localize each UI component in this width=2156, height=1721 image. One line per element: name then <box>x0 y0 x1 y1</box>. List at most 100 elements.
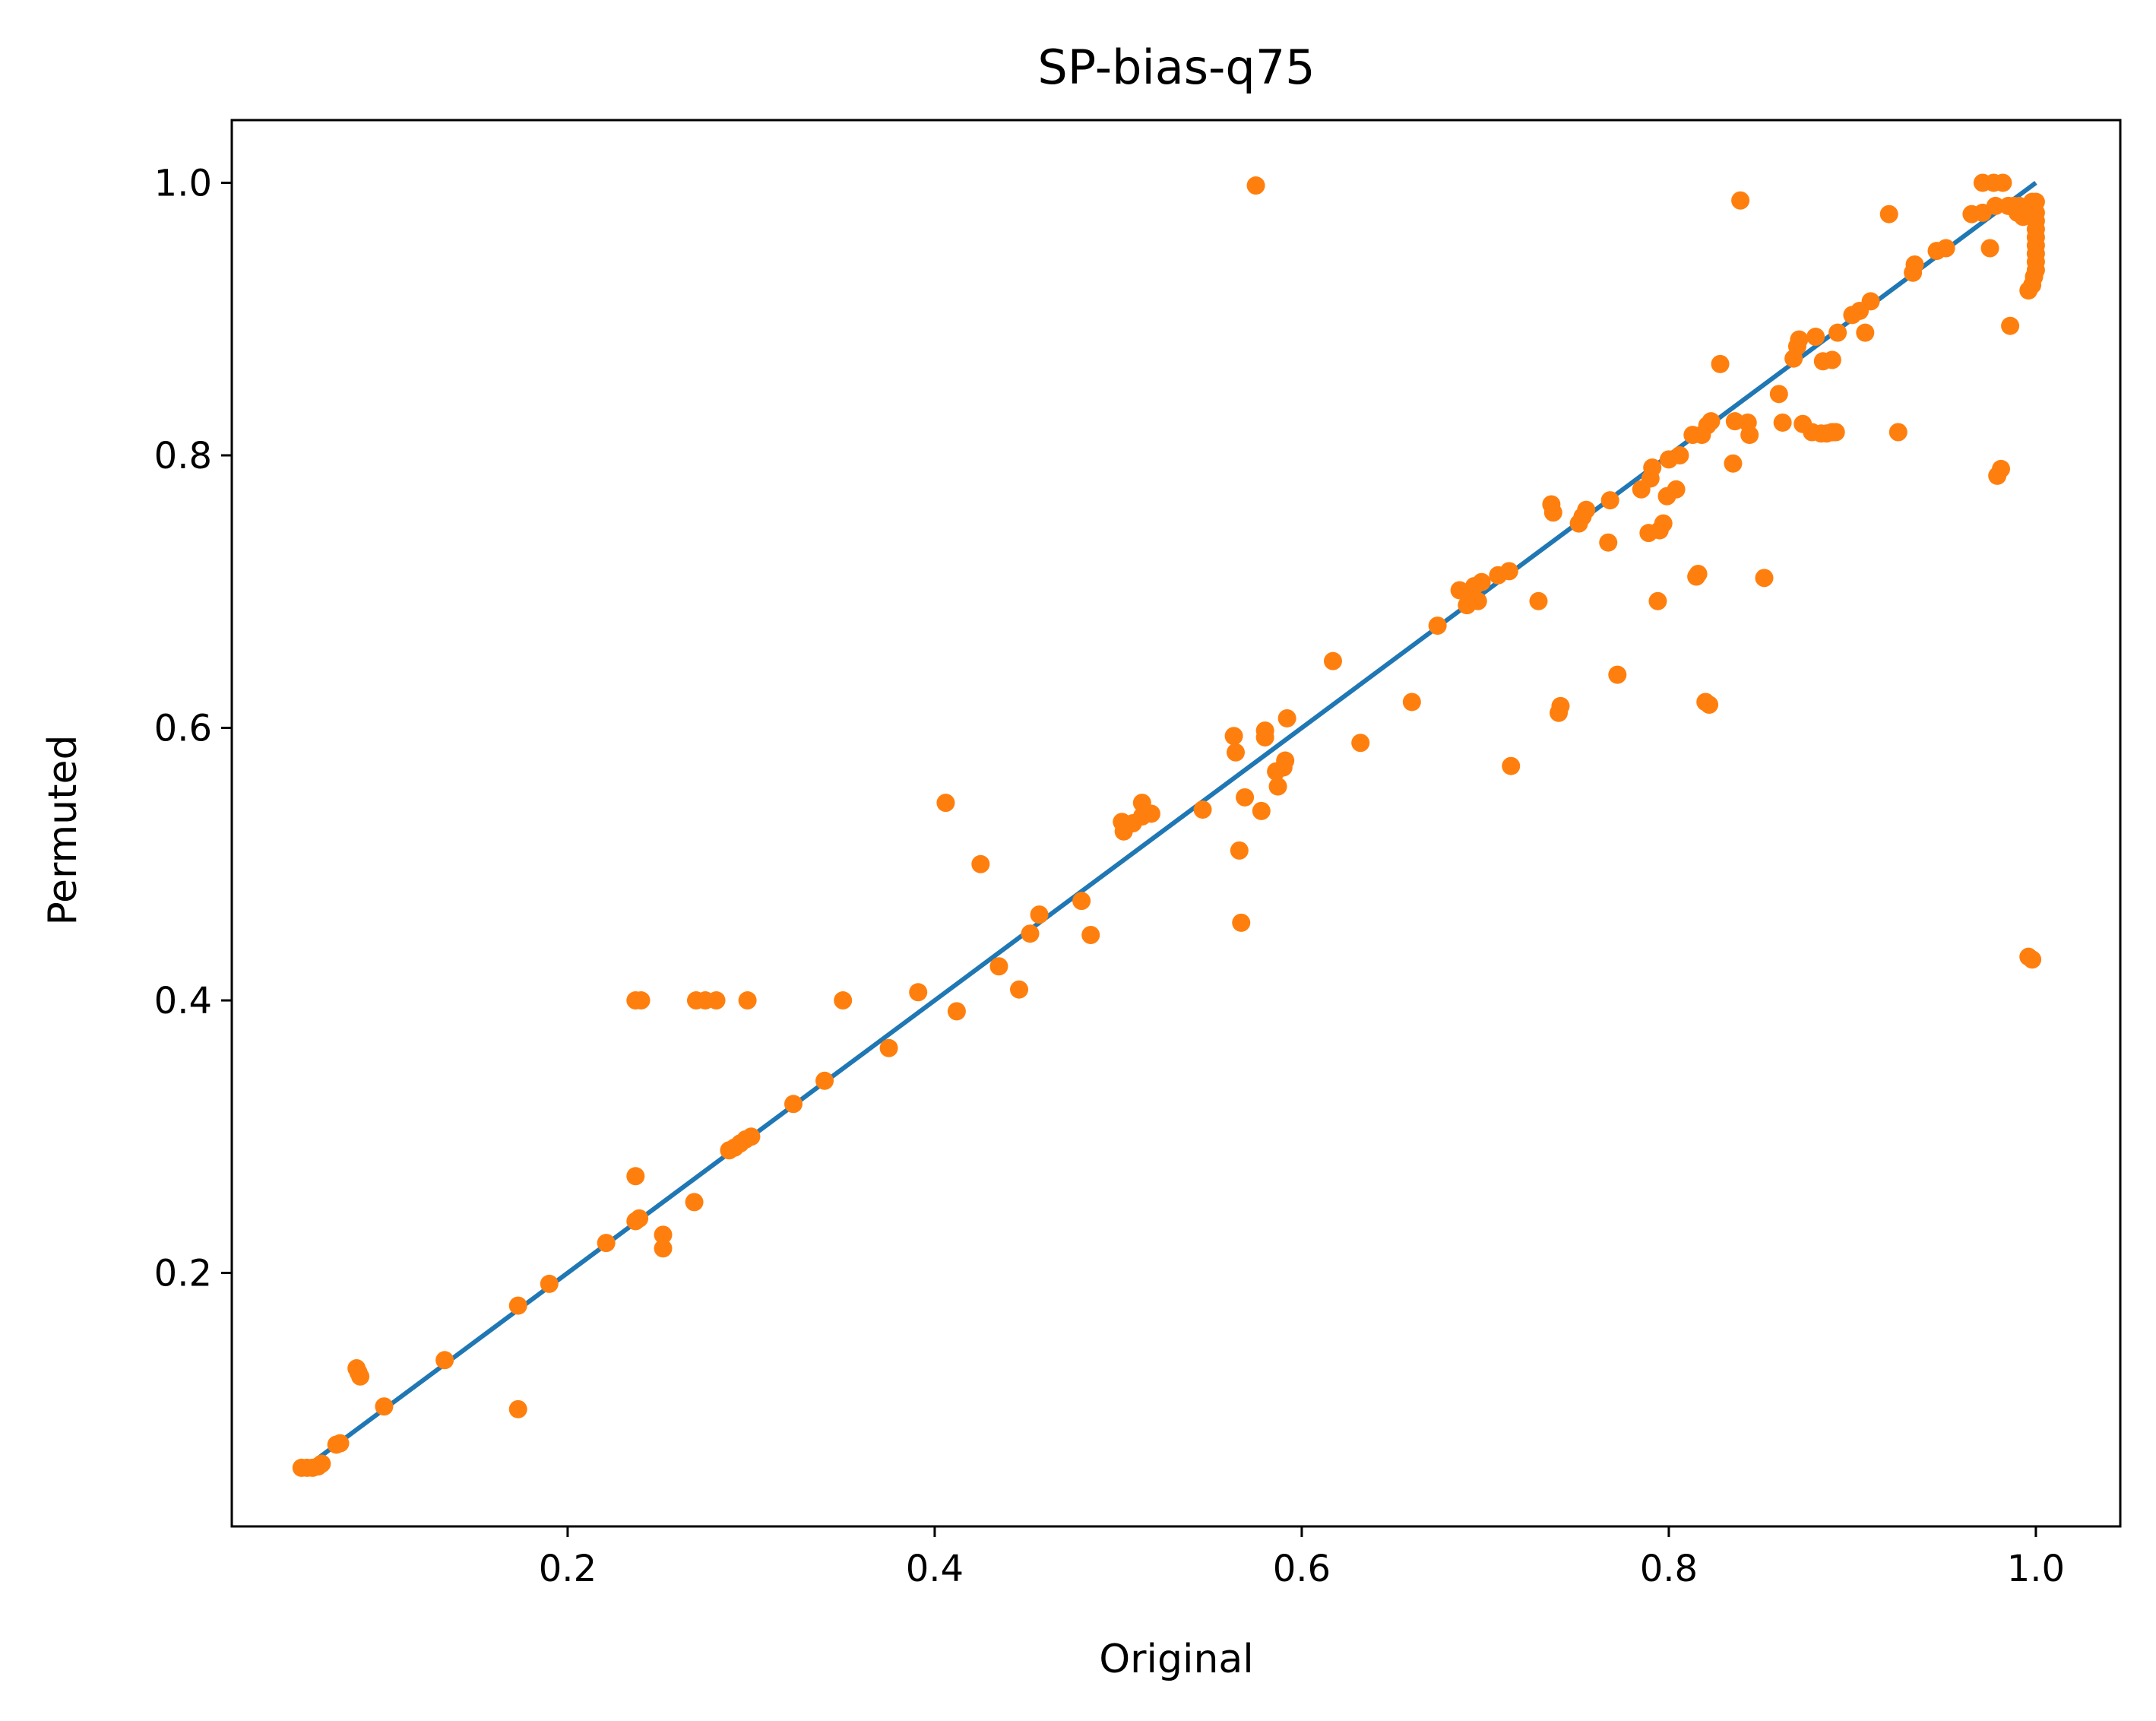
scatter-point <box>707 991 726 1010</box>
scatter-point <box>1993 173 2012 192</box>
scatter-point <box>630 1209 649 1228</box>
x-axis-label: Original <box>1099 1637 1253 1682</box>
scatter-point <box>1551 696 1570 715</box>
scatter-point <box>2001 316 2020 335</box>
scatter-point <box>1711 354 1730 373</box>
scatter-point <box>1828 323 1847 342</box>
scatter-point <box>654 1239 673 1258</box>
scatter-point <box>1351 734 1370 753</box>
scatter-point <box>989 957 1008 976</box>
scatter-point <box>1822 350 1841 369</box>
scatter-point <box>1232 913 1251 932</box>
scatter-point <box>1468 591 1487 610</box>
scatter-point <box>1577 500 1596 519</box>
scatter-point <box>815 1071 834 1090</box>
y-tick-label: 0.2 <box>154 1253 212 1295</box>
scatter-point <box>1030 905 1049 924</box>
scatter-point <box>738 991 757 1010</box>
scatter-point <box>834 991 853 1010</box>
scatter-point <box>879 1038 898 1057</box>
scatter-point <box>1600 491 1619 510</box>
scatter-point <box>1806 328 1825 347</box>
scatter-point <box>1986 196 2005 215</box>
scatter-point <box>1230 841 1249 860</box>
scatter-point <box>1861 292 1880 311</box>
scatter-point <box>1856 323 1875 342</box>
scatter-point <box>742 1127 761 1146</box>
scatter-point <box>1689 564 1708 583</box>
x-tick-label: 0.4 <box>906 1548 964 1590</box>
scatter-point <box>784 1095 803 1114</box>
scatter-point <box>1724 454 1743 473</box>
scatter-point <box>1992 459 2011 478</box>
scatter-point <box>1740 426 1759 445</box>
scatter-point <box>312 1454 331 1473</box>
scatter-point <box>1700 696 1719 715</box>
scatter-point <box>1670 445 1689 464</box>
y-tick-label: 0.4 <box>154 980 212 1022</box>
scatter-point <box>1141 804 1160 823</box>
scatter-point <box>1654 514 1673 533</box>
scatter-point <box>1980 239 1999 258</box>
scatter-point <box>1428 616 1447 635</box>
scatter-point <box>1502 756 1521 775</box>
y-axis-label: Permuted <box>40 735 86 926</box>
scatter-point <box>626 1167 645 1186</box>
scatter-point <box>1277 708 1296 727</box>
scatter-point <box>435 1351 454 1370</box>
scatter-point <box>597 1234 616 1253</box>
scatter-point <box>1402 693 1421 712</box>
scatter-point <box>540 1274 559 1293</box>
scatter-point <box>632 991 651 1010</box>
scatter-point <box>1010 980 1029 999</box>
scatter-point <box>1252 801 1271 820</box>
scatter-point <box>2023 950 2042 969</box>
scatter-point <box>654 1225 673 1244</box>
scatter-point <box>331 1434 350 1453</box>
scatter-point <box>1648 591 1667 610</box>
y-tick-label: 0.6 <box>154 708 212 750</box>
scatter-point <box>1255 721 1274 740</box>
scatter-point <box>1702 412 1721 431</box>
scatter-point <box>1790 330 1809 349</box>
scatter-point <box>1643 458 1662 477</box>
scatter-point <box>1021 924 1040 943</box>
x-tick-label: 1.0 <box>2007 1548 2065 1590</box>
scatter-point <box>1543 503 1562 522</box>
scatter-point <box>1323 651 1342 670</box>
scatter-point <box>2019 281 2038 300</box>
plot-area: 0.2 0.4 0.6 0.8 1.0 0.2 0.4 0.6 0.8 1.0 <box>154 119 2122 1590</box>
scatter-point <box>1879 204 1898 223</box>
x-tick-label: 0.8 <box>1640 1548 1698 1590</box>
y-tick-label: 1.0 <box>154 162 212 204</box>
scatter-point <box>947 1002 966 1021</box>
scatter-point <box>1472 572 1491 591</box>
scatter-point <box>1826 423 1845 442</box>
scatter-point <box>1276 751 1295 770</box>
scatter-point <box>685 1193 704 1212</box>
scatter-point <box>508 1296 527 1315</box>
y-tick-label: 0.8 <box>154 435 212 477</box>
scatter-point <box>1905 255 1924 274</box>
scatter-point <box>1667 480 1686 499</box>
scatter-point <box>1499 562 1518 581</box>
x-tick-label: 0.6 <box>1273 1548 1331 1590</box>
scatter-point <box>1773 413 1792 432</box>
scatter-point <box>1224 727 1243 746</box>
scatter-point <box>1268 777 1287 796</box>
scatter-point <box>1081 925 1100 944</box>
scatter-point <box>1193 800 1212 819</box>
scatter-point <box>1936 239 1955 258</box>
scatter-point <box>971 854 990 873</box>
x-tick-label: 0.2 <box>539 1548 597 1590</box>
chart-title: SP-bias-q75 <box>1037 40 1315 95</box>
scatter-point <box>1226 743 1245 762</box>
plot-frame <box>230 119 2122 1528</box>
scatter-point <box>1888 423 1907 442</box>
scatter-point <box>1236 788 1255 807</box>
scatter-point <box>1072 892 1091 911</box>
scatter-point <box>375 1397 394 1416</box>
scatter-point <box>1755 569 1774 588</box>
